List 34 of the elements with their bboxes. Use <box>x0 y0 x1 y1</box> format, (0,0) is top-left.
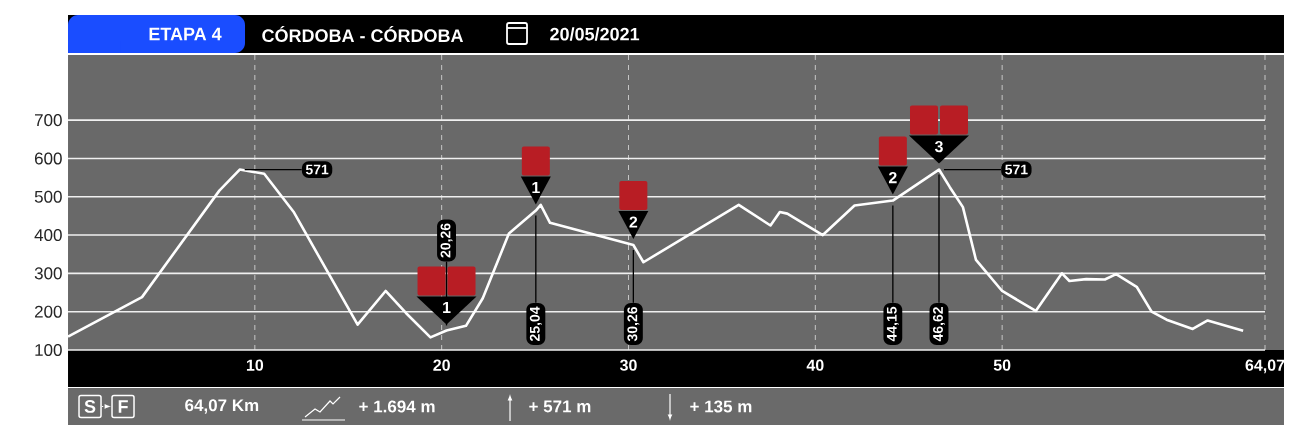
annotation: 1 <box>532 182 540 194</box>
annotation: 46,62 <box>933 307 945 342</box>
annotation: 3 <box>934 140 943 153</box>
annotation: 20,26 <box>440 223 453 258</box>
x-tick-label: 10 <box>246 359 264 371</box>
text: 64,07 Km <box>185 399 259 414</box>
chart-title: ETAPA 4 <box>149 27 222 41</box>
x-tick-label: 50 <box>993 359 1011 371</box>
y-tick-label: 300 <box>34 267 62 280</box>
y-tick-label: 100 <box>35 343 62 357</box>
text: + 135 m <box>690 400 752 413</box>
text: F <box>118 400 128 413</box>
annotation: 571 <box>305 164 329 175</box>
x-tick-label: 20 <box>433 359 450 371</box>
x-tick-label: 40 <box>806 359 824 371</box>
text: S <box>84 400 96 413</box>
chart-subtitle: CÓRDOBA - CÓRDOBA <box>262 25 464 43</box>
annotation: 2 <box>888 172 897 184</box>
y-tick-label: 500 <box>34 190 62 203</box>
x-tick-label: 30 <box>619 359 637 371</box>
annotation: 25,04 <box>529 306 542 342</box>
annotation: 1 <box>443 301 451 313</box>
text: 20/05/2021 <box>550 27 640 41</box>
y-tick-label: 600 <box>34 152 62 165</box>
annotation: 571 <box>1005 164 1028 175</box>
annotation: 30,26 <box>627 306 640 342</box>
y-tick-label: 700 <box>35 114 62 127</box>
y-tick-label: 400 <box>34 229 62 242</box>
annotation: 44,15 <box>886 306 899 342</box>
text: + 1.694 m <box>359 400 435 413</box>
y-tick-label: 200 <box>34 305 62 318</box>
text: + 571 m <box>529 400 591 413</box>
annotation: 2 <box>629 216 638 228</box>
x-tick-label: 64,07 <box>1245 359 1285 374</box>
